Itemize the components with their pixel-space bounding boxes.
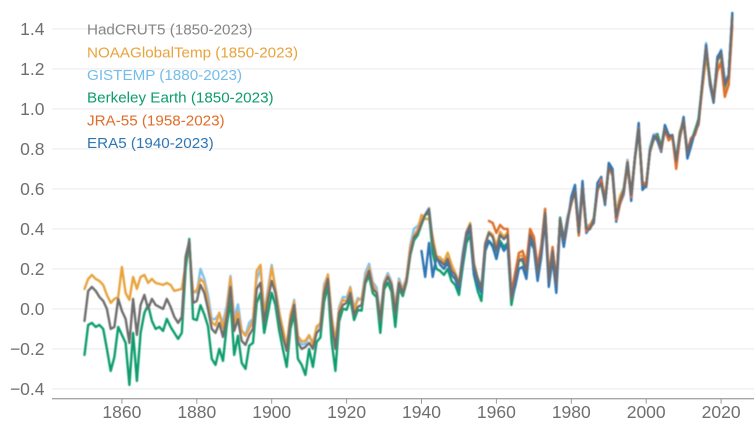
svg-text:1.2: 1.2 <box>20 59 44 79</box>
svg-text:0.2: 0.2 <box>20 259 44 279</box>
svg-text:1.0: 1.0 <box>20 99 45 119</box>
svg-text:2000: 2000 <box>627 402 666 421</box>
svg-text:−0.4: −0.4 <box>10 379 45 399</box>
svg-text:HadCRUT5 (1850-2023): HadCRUT5 (1850-2023) <box>87 22 252 39</box>
svg-text:0.6: 0.6 <box>20 179 44 199</box>
svg-text:ERA5 (1940-2023): ERA5 (1940-2023) <box>87 135 214 152</box>
svg-text:NOAAGlobalTemp (1850-2023): NOAAGlobalTemp (1850-2023) <box>87 44 298 61</box>
svg-text:JRA-55 (1958-2023): JRA-55 (1958-2023) <box>87 112 225 129</box>
svg-text:2020: 2020 <box>702 402 741 421</box>
svg-text:0.8: 0.8 <box>20 139 44 159</box>
svg-text:−0.2: −0.2 <box>10 339 45 359</box>
svg-text:1880: 1880 <box>177 402 216 421</box>
svg-text:0.0: 0.0 <box>20 299 45 319</box>
svg-text:1.4: 1.4 <box>20 19 45 39</box>
svg-text:GISTEMP (1880-2023): GISTEMP (1880-2023) <box>87 67 242 84</box>
svg-text:1860: 1860 <box>102 402 141 421</box>
svg-text:1940: 1940 <box>402 402 441 421</box>
svg-text:1980: 1980 <box>552 402 591 421</box>
svg-text:1920: 1920 <box>327 402 366 421</box>
svg-text:Berkeley Earth (1850-2023): Berkeley Earth (1850-2023) <box>87 90 274 107</box>
svg-text:1900: 1900 <box>252 402 291 421</box>
svg-text:1960: 1960 <box>477 402 516 421</box>
svg-text:0.4: 0.4 <box>20 219 45 239</box>
